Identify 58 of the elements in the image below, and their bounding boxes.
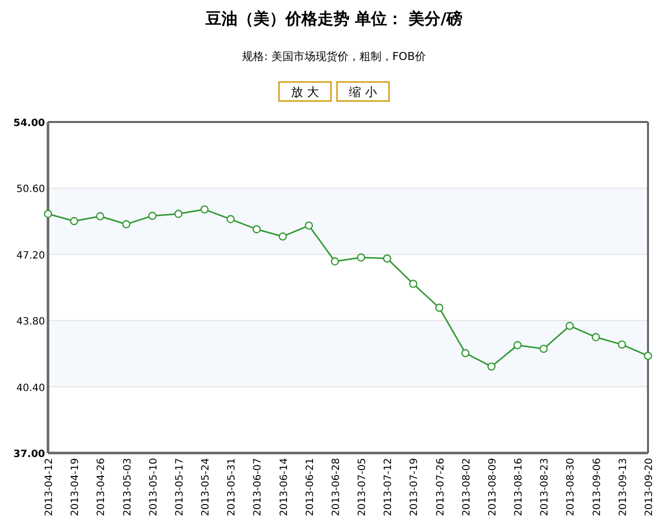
- x-tick-label: 2013-06-07: [252, 458, 264, 516]
- x-tick-label: 2013-08-02: [461, 458, 472, 516]
- y-tick-label: 47.20: [16, 250, 45, 262]
- y-tick-label: 40.40: [16, 382, 45, 394]
- x-tick-label: 2013-05-24: [200, 458, 212, 516]
- x-tick-label: 2013-08-09: [487, 458, 498, 516]
- point: [96, 212, 104, 220]
- x-tick-label: 2013-04-26: [96, 458, 108, 516]
- point: [566, 322, 574, 330]
- x-tick-label: 2013-05-10: [148, 458, 160, 516]
- chart-title: 豆油（美）价格走势 单位： 美分/磅: [204, 9, 462, 28]
- x-tick-label: 2013-07-05: [357, 458, 368, 516]
- y-tick-label: 43.80: [16, 316, 45, 328]
- point: [174, 210, 183, 218]
- point: [44, 210, 52, 218]
- point: [122, 220, 130, 228]
- x-tick-label: 2013-05-17: [174, 458, 186, 516]
- x-tick-label: 2013-07-19: [409, 458, 420, 516]
- x-tick-label: 2013-08-16: [514, 458, 525, 516]
- x-tick-label: 2013-07-12: [383, 458, 394, 516]
- y-tick-label: 37.00: [13, 449, 46, 460]
- point: [200, 205, 209, 214]
- point: [409, 280, 418, 288]
- point: [70, 217, 78, 226]
- point: [356, 253, 366, 262]
- x-tick-label: 2013-08-30: [566, 458, 577, 516]
- x-tick-label: 2013-05-31: [226, 458, 238, 516]
- y-tick-label: 54.00: [13, 118, 46, 129]
- point: [383, 254, 392, 263]
- point: [435, 304, 444, 312]
- y-tick-label: 50.60: [16, 184, 45, 196]
- point: [330, 257, 340, 266]
- point: [513, 341, 522, 350]
- point: [252, 225, 261, 234]
- x-tick-label: 2013-07-26: [435, 458, 446, 516]
- x-tick-label: 2013-09-06: [592, 458, 603, 516]
- x-tick-label: 2013-04-19: [70, 458, 82, 516]
- point: [592, 333, 600, 342]
- point: [644, 352, 652, 360]
- x-tick-label: 2013-08-23: [540, 458, 551, 516]
- point: [461, 349, 470, 358]
- x-tick-label: 2013-04-12: [44, 458, 55, 516]
- x-tick-label: 2013-06-14: [278, 458, 290, 516]
- point: [148, 212, 156, 220]
- point: [618, 340, 626, 349]
- x-tick-label: 2013-05-03: [122, 458, 134, 516]
- x-tick-label: 2013-09-13: [618, 458, 629, 516]
- x-tick-label: 2013-06-28: [330, 458, 342, 516]
- point: [278, 232, 287, 241]
- x-tick-label: 2013-09-20: [644, 458, 655, 516]
- point: [304, 221, 313, 230]
- chart-subtitle: 规格: 美国市场现货价，粗制，FOB价: [242, 50, 426, 63]
- point: [226, 215, 235, 224]
- button: 放 大: [278, 81, 332, 102]
- point: [487, 362, 496, 371]
- button: 缩 小: [336, 81, 390, 102]
- point: [540, 344, 548, 353]
- x-tick-label: 2013-06-21: [304, 458, 316, 516]
